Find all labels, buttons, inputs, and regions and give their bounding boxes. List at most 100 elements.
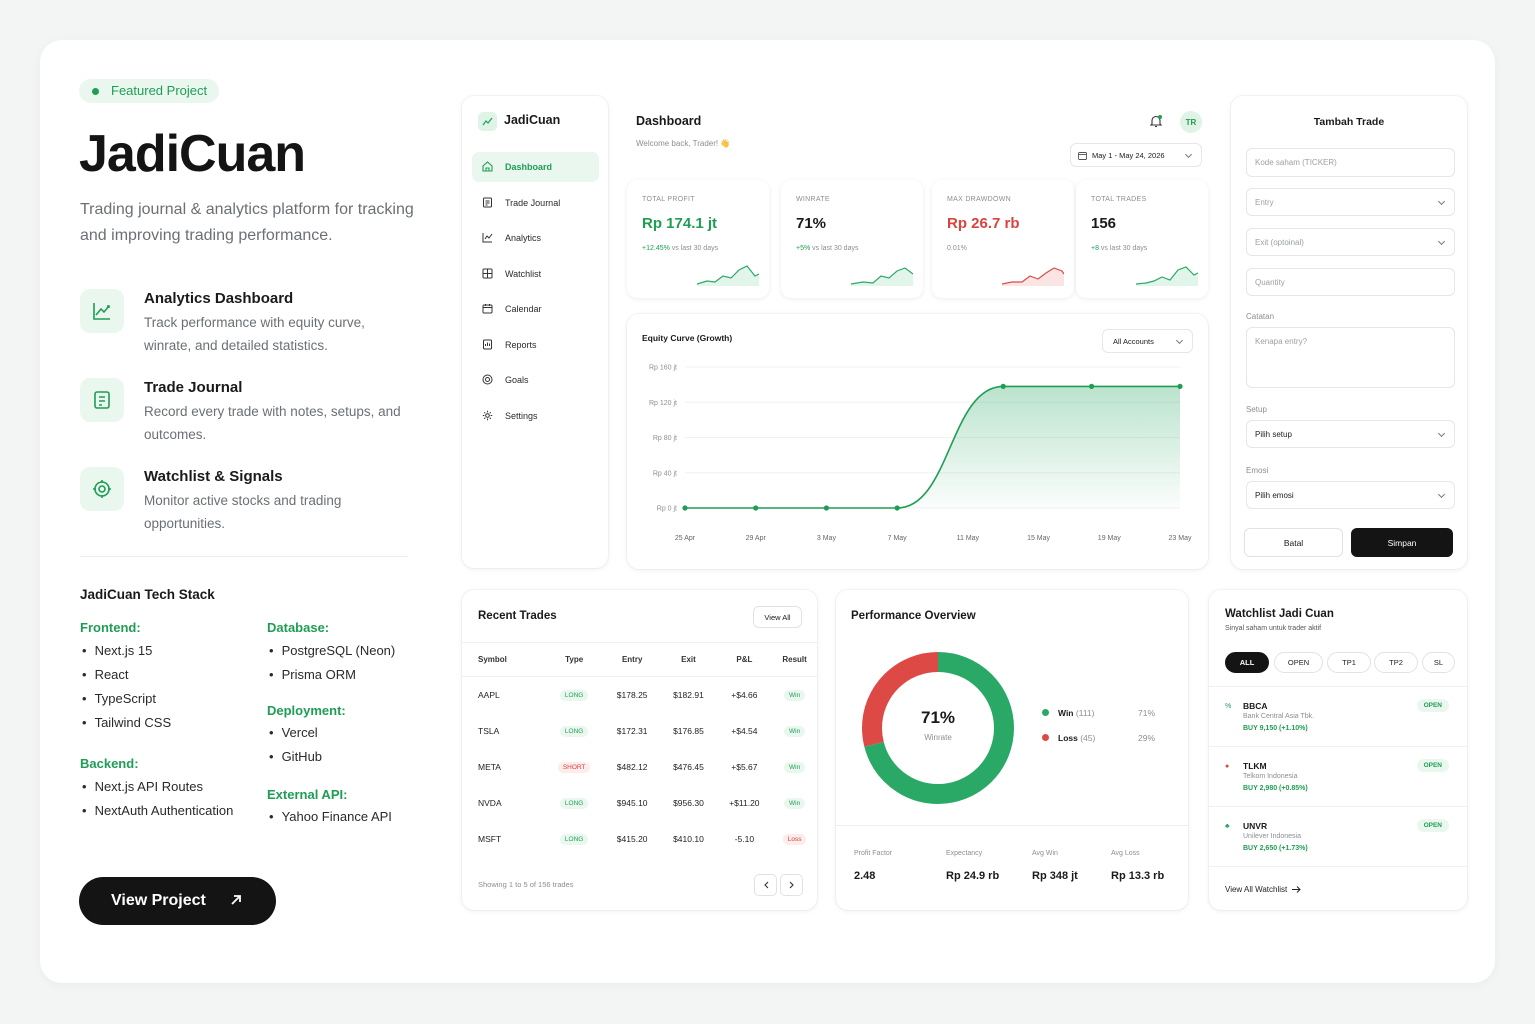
date-range-picker[interactable]: May 1 - May 24, 2026: [1070, 143, 1202, 167]
gear-icon: [482, 410, 493, 421]
view-project-button[interactable]: View Project: [79, 877, 276, 925]
chevron-right-icon: [789, 881, 794, 889]
journal-icon: [483, 197, 492, 208]
list-item[interactable]: ♣ UNVR Unilever Indonesia BUY 2,650 (+1.…: [1209, 806, 1467, 866]
view-all-button[interactable]: View All: [753, 606, 802, 628]
tech-item: Yahoo Finance API: [267, 805, 392, 829]
type-badge: SHORT: [557, 761, 591, 773]
symbol-cell: AAPL: [478, 689, 500, 700]
ticker-input[interactable]: Kode saham (TICKER): [1246, 148, 1455, 177]
metric-label: Profit Factor: [854, 850, 893, 857]
sparkline-icon: [1002, 267, 1064, 286]
equity-area: [685, 386, 1180, 508]
type-badge: LONG: [559, 689, 589, 701]
home-icon: [482, 161, 493, 172]
chevron-left-icon: [763, 881, 768, 889]
col-symbol: Symbol: [462, 642, 545, 677]
tab-tp1[interactable]: TP1: [1327, 652, 1371, 673]
view-all-watchlist-link[interactable]: View All Watchlist: [1225, 885, 1301, 894]
avatar[interactable]: TR: [1180, 111, 1202, 133]
tech-external-label: External API:: [267, 787, 348, 802]
table-row[interactable]: META SHORT $482.12 $476.45 +$5.67 Win: [462, 749, 817, 785]
setup-select[interactable]: Pilih setup: [1246, 420, 1455, 448]
tech-item: GitHub: [267, 745, 322, 769]
metric-value: Rp 348 jt: [1032, 870, 1078, 882]
tech-frontend-list: Next.js 15 React TypeScript Tailwind CSS: [80, 639, 172, 735]
report-icon: [483, 339, 492, 350]
stat-change-note: vs last 30 days: [1098, 245, 1148, 252]
sidebar-item-reports[interactable]: Reports: [472, 330, 599, 360]
type-badge: LONG: [559, 725, 589, 737]
view-all-watchlist-label: View All Watchlist: [1225, 885, 1288, 894]
setup-label: Setup: [1246, 405, 1267, 414]
symbol-cell: MSFT: [478, 833, 502, 844]
sidebar-item-watchlist[interactable]: Watchlist: [472, 259, 599, 289]
save-button[interactable]: Simpan: [1351, 528, 1453, 557]
feature-desc: Monitor active stocks and trading opport…: [144, 493, 342, 531]
sidebar-item-trade-journal[interactable]: Trade Journal: [472, 188, 599, 218]
exit-cell: $476.45: [673, 761, 704, 772]
sidebar-item-analytics[interactable]: Analytics: [472, 223, 599, 253]
equity-point: [1000, 383, 1006, 389]
accounts-select[interactable]: All Accounts: [1102, 329, 1193, 353]
symbol-cell: NVDA: [478, 797, 502, 808]
tab-tp2[interactable]: TP2: [1374, 652, 1418, 673]
notes-placeholder: Kenapa entry?: [1255, 337, 1308, 346]
status-badge: OPEN: [1416, 819, 1449, 832]
tab-all[interactable]: ALL: [1225, 652, 1269, 673]
stat-change-value: +5%: [796, 245, 811, 252]
x-tick-label: 15 May: [1027, 535, 1050, 542]
stat-value: 71%: [796, 215, 827, 232]
pnl-cell: +$4.66: [731, 689, 758, 700]
project-title: JadiCuan: [79, 125, 306, 183]
arrow-right-icon: [1292, 886, 1301, 893]
chevron-down-icon: [1437, 197, 1446, 206]
quantity-input[interactable]: Quantity: [1246, 268, 1455, 296]
metric-label: Avg Loss: [1111, 850, 1140, 857]
bell-icon[interactable]: [1149, 114, 1163, 128]
entry-select[interactable]: Entry: [1246, 188, 1455, 216]
next-page-button[interactable]: [780, 874, 803, 896]
status-badge: OPEN: [1416, 699, 1449, 712]
cancel-button[interactable]: Batal: [1244, 528, 1343, 557]
setup-value: Pilih setup: [1255, 429, 1292, 439]
legend-win-dot: [1042, 709, 1049, 716]
chevron-down-icon: [1437, 429, 1446, 438]
y-tick-label: Rp 120 jt: [649, 400, 677, 407]
list-item[interactable]: ● TLKM Telkom Indonesia BUY 2,980 (+0.85…: [1209, 746, 1467, 806]
stat-change-value: 0.01%: [947, 245, 967, 252]
entry-cell: $415.20: [616, 833, 648, 844]
tab-sl[interactable]: SL: [1422, 652, 1455, 673]
calendar-icon: [482, 304, 493, 314]
x-tick-label: 3 May: [817, 535, 837, 542]
sidebar-item-goals[interactable]: Goals: [472, 365, 599, 395]
calendar-icon: [1078, 152, 1087, 160]
result-badge: Win: [783, 689, 806, 701]
grid-icon: [482, 268, 493, 279]
performance-card: Performance Overview 71% Winrate Win (11…: [836, 590, 1188, 910]
equity-title: Equity Curve (Growth): [642, 333, 733, 343]
legend-loss-count: (45): [1080, 733, 1096, 743]
sidebar-item-calendar[interactable]: Calendar: [472, 294, 599, 324]
symbol-cell: META: [478, 761, 501, 772]
sidebar-item-dashboard[interactable]: Dashboard: [472, 152, 599, 182]
company-name: Bank Central Asia Tbk.: [1243, 713, 1315, 720]
table-row[interactable]: NVDA LONG $945.10 $956.30 +$11.20 Win: [462, 785, 817, 821]
emotion-select[interactable]: Pilih emosi: [1246, 481, 1455, 509]
table-row[interactable]: MSFT LONG $415.20 $410.10 -5.10 Loss: [462, 821, 817, 857]
emotion-label: Emosi: [1246, 466, 1269, 475]
list-item[interactable]: % BBCA Bank Central Asia Tbk. BUY 9,150 …: [1209, 686, 1467, 746]
tab-open[interactable]: OPEN: [1274, 652, 1323, 673]
tech-item: Tailwind CSS: [80, 711, 172, 735]
stat-value: Rp 174.1 jt: [642, 215, 718, 232]
x-tick-label: 19 May: [1098, 535, 1121, 542]
exit-select[interactable]: Exit (optoinal): [1246, 228, 1455, 256]
feature-desc: Track performance with equity curve, win…: [144, 315, 365, 353]
table-row[interactable]: TSLA LONG $172.31 $176.85 +$4.54 Win: [462, 713, 817, 749]
table-row[interactable]: AAPL LONG $178.25 $182.91 +$4.66 Win: [462, 677, 817, 713]
symbol-cell: TSLA: [478, 725, 500, 736]
sidebar-item-settings[interactable]: Settings: [472, 401, 599, 431]
prev-page-button[interactable]: [754, 874, 777, 896]
section-divider: [80, 556, 408, 557]
notes-textarea[interactable]: Kenapa entry?: [1246, 327, 1455, 388]
